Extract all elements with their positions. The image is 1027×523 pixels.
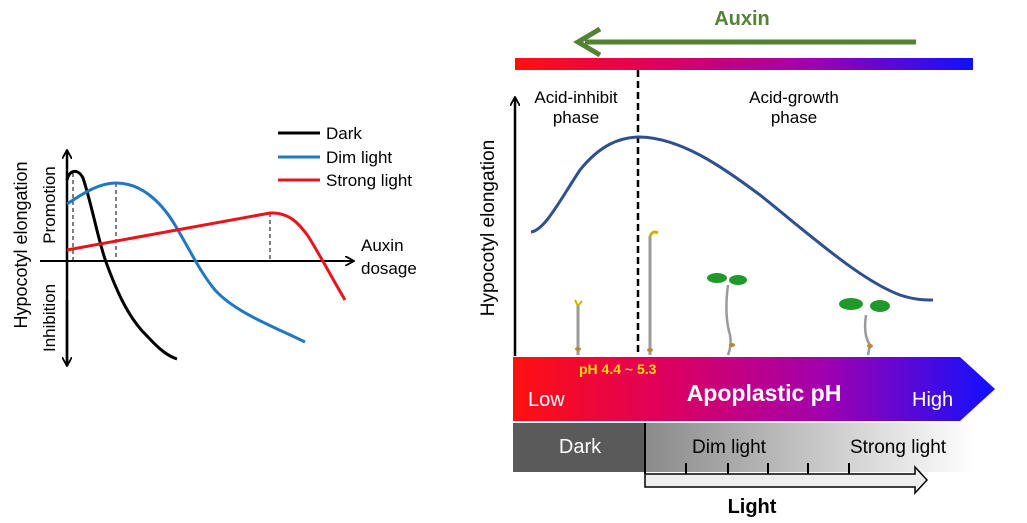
- ph-range-label: pH 4.4 ~ 5.3: [579, 361, 657, 377]
- ph-arrow-bar: [513, 357, 995, 421]
- y-axis-label: Hypocotyl elongation: [11, 161, 31, 328]
- elongation-curve: [530, 135, 934, 302]
- ph-low-label: Low: [528, 389, 565, 411]
- dim-light-label: Dim light: [692, 437, 767, 458]
- auxin-arrow: [573, 26, 916, 58]
- dark-label: Dark: [559, 436, 602, 458]
- legend-label-dim-light: Dim light: [326, 148, 392, 167]
- right-panel: Auxin Hypocotyl elongation Acid-inhibit …: [478, 8, 995, 518]
- seedling-dim-light: [707, 273, 747, 356]
- ph-title: Apoplastic pH: [687, 380, 842, 406]
- curve-strong-light: [66, 211, 347, 301]
- ph-gradient-top-bar: [515, 58, 973, 70]
- light-label: Light: [728, 496, 777, 518]
- x-axis-label-auxin: Auxin: [361, 236, 404, 255]
- light-gradient-box: [645, 423, 975, 472]
- x-axis-label-dosage: dosage: [361, 259, 417, 278]
- phase-right-label: Acid-growth: [749, 88, 839, 107]
- promotion-label: Promotion: [40, 166, 59, 243]
- left-panel: Hypocotyl elongation Promotion Inhibitio…: [11, 124, 417, 366]
- light-arrow: [644, 465, 929, 495]
- auxin-label: Auxin: [714, 8, 770, 30]
- seedling-strong-light: [839, 298, 890, 356]
- seedling-tall: [647, 230, 659, 355]
- curve-dim-light: [66, 181, 306, 344]
- phase-right-label-2: phase: [771, 108, 817, 127]
- light-ticks: [685, 463, 850, 474]
- ph-high-label: High: [912, 389, 953, 411]
- seedling-dark: [574, 299, 583, 355]
- legend-label-dark: Dark: [326, 124, 362, 143]
- phase-left-label-2: phase: [553, 108, 599, 127]
- inhibition-label: Inhibition: [40, 284, 59, 352]
- dark-box: [513, 423, 645, 472]
- peak-guides: [72, 173, 271, 261]
- strong-light-label: Strong light: [850, 437, 947, 458]
- curve-dark: [65, 170, 178, 361]
- legend: Dark Dim light Strong light: [278, 124, 412, 190]
- y-axis-label: Hypocotyl elongation: [478, 140, 499, 316]
- legend-label-strong-light: Strong light: [326, 171, 412, 190]
- phase-left-label: Acid-inhibit: [534, 88, 617, 107]
